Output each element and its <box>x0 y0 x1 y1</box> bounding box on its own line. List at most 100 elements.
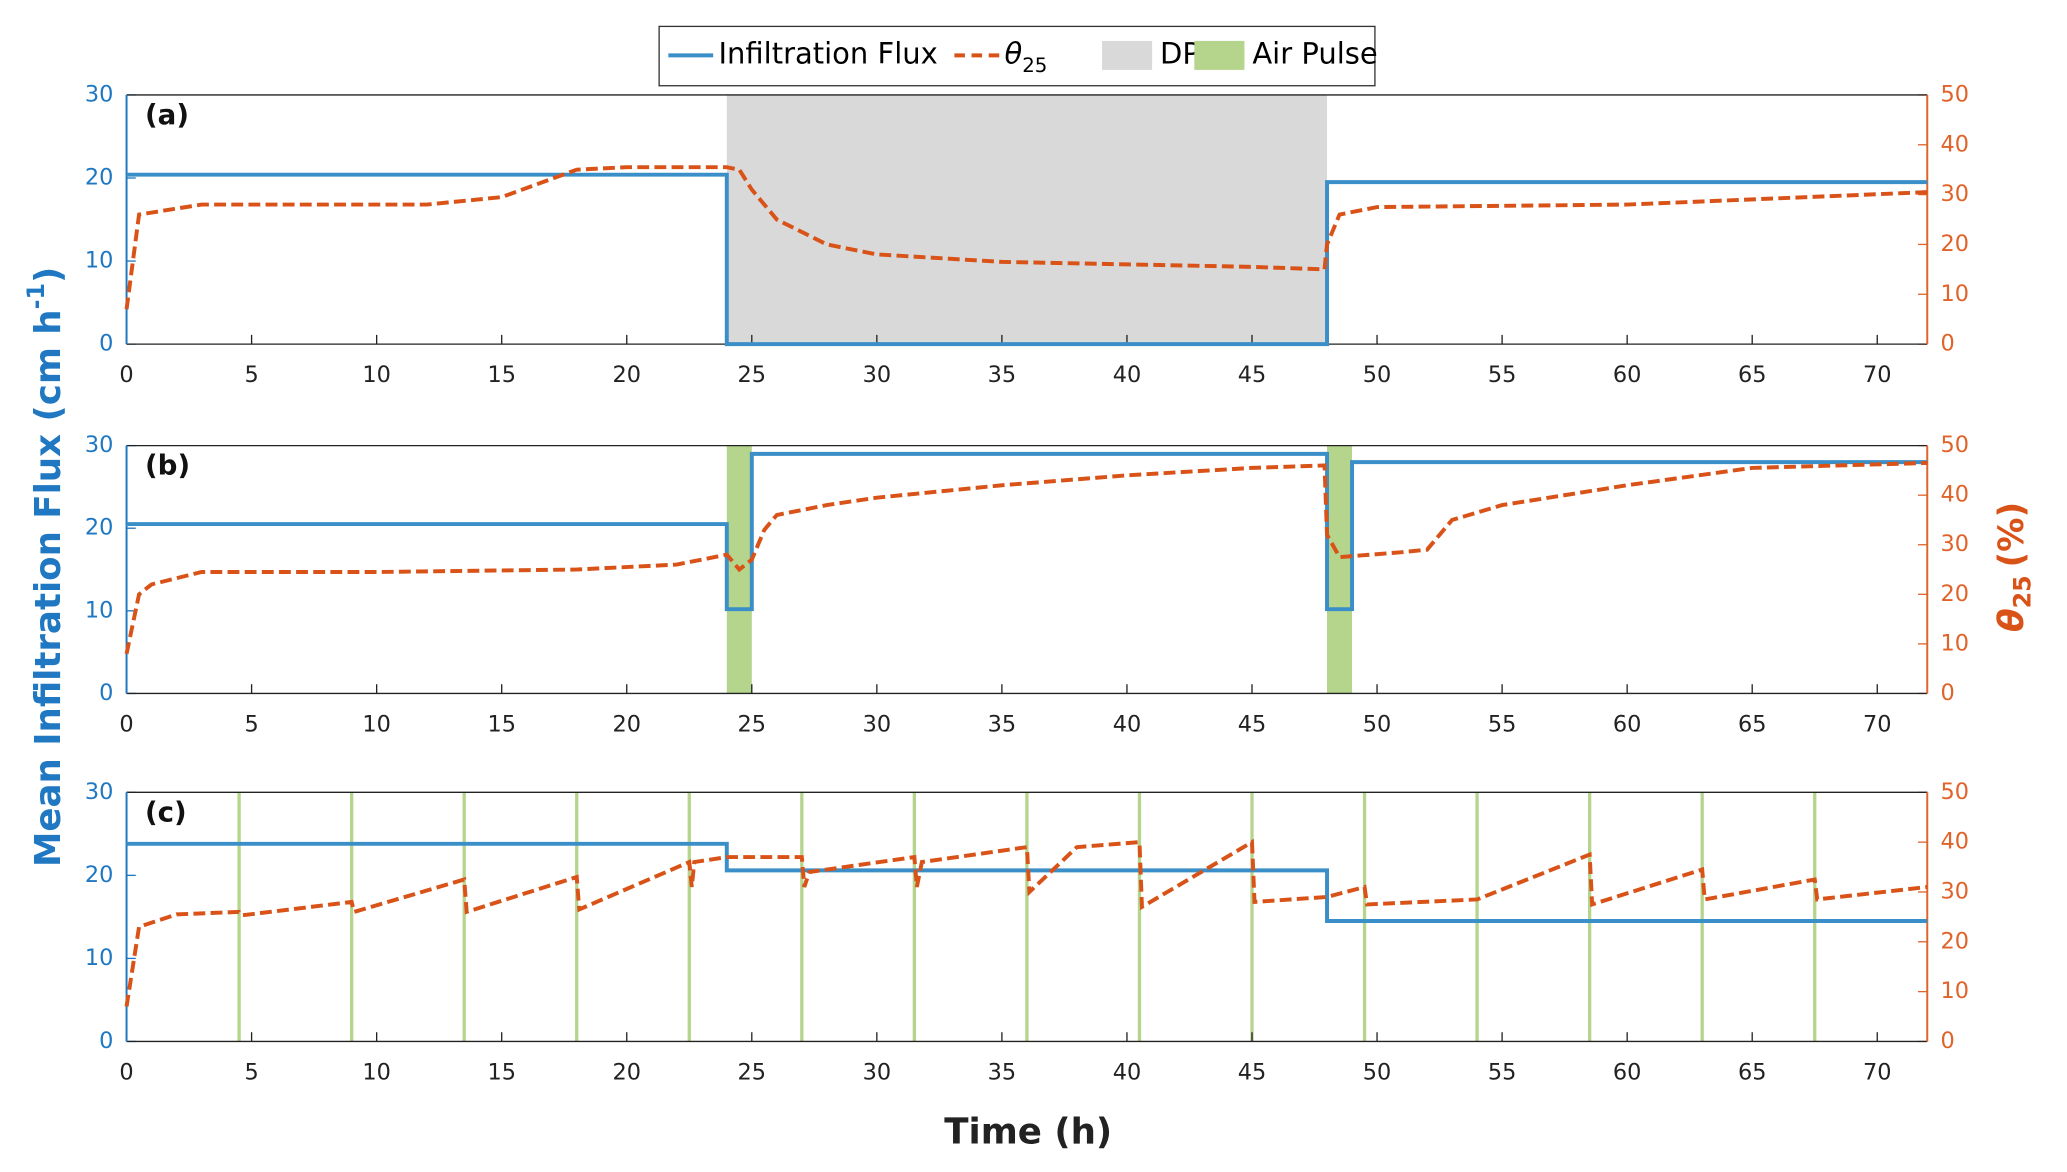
y2-label-text: (%) <box>1991 502 2031 568</box>
y2-label-subscript: 25 <box>2008 575 2036 608</box>
y-tick-label: 20 <box>85 165 114 191</box>
x-tick-label: 65 <box>1738 362 1767 388</box>
y2-tick-label: 0 <box>1940 1028 1954 1054</box>
x-tick-label: 5 <box>244 1060 258 1086</box>
x-tick-label: 25 <box>738 362 767 388</box>
x-tick-label: 70 <box>1863 362 1892 388</box>
y2-tick-label: 10 <box>1940 281 1969 307</box>
legend: Infiltration Flux θ25 DP Air Pulse <box>658 25 1378 87</box>
theta-line <box>124 838 1928 1007</box>
x-tick-label: 30 <box>863 1060 892 1086</box>
x-tick-label: 70 <box>1863 712 1892 738</box>
x-tick-label: 30 <box>863 362 892 388</box>
x-tick-label: 55 <box>1488 712 1517 738</box>
y2-tick-label: 30 <box>1940 531 1969 557</box>
x-tick-label: 60 <box>1613 362 1642 388</box>
y-tick-label: 0 <box>99 331 113 357</box>
x-tick-label: 10 <box>362 1060 391 1086</box>
y2-tick-label: 30 <box>1940 878 1969 904</box>
x-tick-label: 65 <box>1738 1060 1767 1086</box>
legend-box <box>658 25 1376 87</box>
shaded-region <box>726 94 1328 345</box>
x-tick-label: 45 <box>1238 362 1267 388</box>
y-tick-label: 0 <box>99 680 113 706</box>
x-tick-label: 35 <box>988 1060 1017 1086</box>
x-tick-label: 20 <box>612 362 641 388</box>
y-label-superscript: -1 <box>21 283 49 309</box>
y-tick-label: 30 <box>85 779 114 805</box>
y-tick-label: 10 <box>85 597 114 623</box>
y-tick-label: 20 <box>85 862 114 888</box>
theta-line <box>124 460 1928 655</box>
x-tick-label: 0 <box>119 1060 133 1086</box>
y2-axis-label: θ25 (%) <box>1991 502 2036 632</box>
x-tick-label: 5 <box>244 712 258 738</box>
legend-symbol: θ <box>1004 36 1022 70</box>
x-tick-label: 70 <box>1863 1060 1892 1086</box>
x-tick-label: 5 <box>244 362 258 388</box>
y2-tick-label: 50 <box>1940 779 1969 805</box>
panel-label: (c) <box>145 795 187 828</box>
x-tick-label: 0 <box>119 362 133 388</box>
x-tick-label: 35 <box>988 362 1017 388</box>
y-tick-label: 30 <box>85 432 114 458</box>
legend-label: Infiltration Flux <box>718 36 937 70</box>
x-tick-label: 0 <box>119 712 133 738</box>
x-tick-label: 50 <box>1363 712 1392 738</box>
y2-tick-label: 50 <box>1940 81 1969 107</box>
y2-tick-label: 40 <box>1940 131 1969 157</box>
y2-tick-label: 50 <box>1940 432 1969 458</box>
x-tick-label: 25 <box>738 712 767 738</box>
panel-label: (b) <box>145 449 190 482</box>
flux-line <box>126 172 1928 347</box>
x-tick-label: 55 <box>1488 1060 1517 1086</box>
y2-tick-label: 30 <box>1940 181 1969 207</box>
y-tick-label: 10 <box>85 248 114 274</box>
y-tick-label: 0 <box>99 1028 113 1054</box>
y-tick-label: 30 <box>85 81 114 107</box>
x-tick-label: 20 <box>612 712 641 738</box>
shaded-region <box>1327 445 1353 694</box>
y2-tick-label: 40 <box>1940 829 1969 855</box>
x-tick-label: 45 <box>1238 1060 1267 1086</box>
y-tick-label: 10 <box>85 945 114 971</box>
x-tick-label: 15 <box>487 1060 516 1086</box>
y2-tick-label: 0 <box>1940 331 1954 357</box>
x-tick-label: 15 <box>487 712 516 738</box>
x-axis-label: Time (h) <box>944 1112 1112 1153</box>
y2-tick-label: 20 <box>1940 231 1969 257</box>
legend-label: θ25 <box>1004 36 1047 76</box>
panel-label: (a) <box>145 98 189 131</box>
x-tick-label: 50 <box>1363 362 1392 388</box>
theta-line <box>124 165 1928 310</box>
x-tick-label: 40 <box>1113 712 1142 738</box>
y2-tick-label: 10 <box>1940 630 1969 656</box>
legend-swatch <box>1102 40 1153 70</box>
y-label-end: ) <box>28 267 69 283</box>
y2-tick-label: 20 <box>1940 581 1969 607</box>
x-tick-label: 35 <box>988 712 1017 738</box>
x-tick-label: 60 <box>1613 712 1642 738</box>
flux-line <box>126 451 1928 612</box>
x-tick-label: 10 <box>362 712 391 738</box>
x-tick-label: 25 <box>738 1060 767 1086</box>
y-tick-label: 20 <box>85 515 114 541</box>
x-tick-label: 30 <box>863 712 892 738</box>
x-tick-label: 50 <box>1363 1060 1392 1086</box>
y2-tick-label: 40 <box>1940 482 1969 508</box>
x-tick-label: 40 <box>1113 362 1142 388</box>
y2-tick-label: 20 <box>1940 928 1969 954</box>
x-tick-label: 55 <box>1488 362 1517 388</box>
legend-swatch <box>1194 40 1245 70</box>
y-axis-label: Mean Infiltration Flux (cm h-1) <box>21 267 69 867</box>
legend-label: Air Pulse <box>1252 36 1377 70</box>
x-tick-label: 45 <box>1238 712 1267 738</box>
x-tick-label: 60 <box>1613 1060 1642 1086</box>
x-tick-label: 15 <box>487 362 516 388</box>
x-tick-label: 10 <box>362 362 391 388</box>
x-tick-label: 65 <box>1738 712 1767 738</box>
y2-tick-label: 0 <box>1940 680 1954 706</box>
x-tick-label: 20 <box>612 1060 641 1086</box>
y-label-text: Mean Infiltration Flux (cm h <box>28 309 69 867</box>
